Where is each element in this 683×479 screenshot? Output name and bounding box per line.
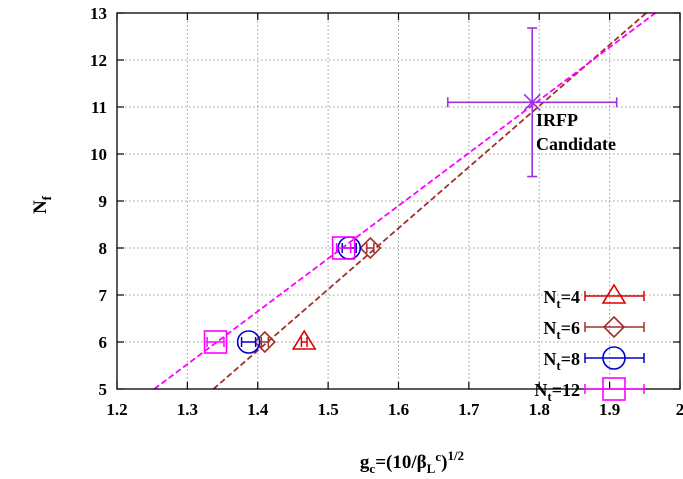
legend-marker-diamond xyxy=(602,315,626,339)
grid xyxy=(117,13,680,389)
data-point-diamond xyxy=(253,330,276,354)
legend-label: Nt=4 xyxy=(543,287,580,311)
irfp-candidate xyxy=(446,27,618,178)
x-tick-label: 1.3 xyxy=(177,400,198,419)
y-tick-label: 13 xyxy=(90,4,107,23)
legend-label: Nt=8 xyxy=(543,349,580,373)
legend: Nt=4 Nt=6 Nt=8 Nt=12 xyxy=(534,283,645,404)
legend-marker-square xyxy=(602,377,626,401)
ticks: 1.2 1.3 1.4 1.5 1.6 1.7 1.8 1.9 2 5 6 7 8 9 10 11 12 13 xyxy=(90,4,683,419)
legend-marker-triangle xyxy=(601,283,627,304)
x-tick-label: 1.4 xyxy=(247,400,269,419)
y-tick-label: 6 xyxy=(99,333,108,352)
fit-line xyxy=(212,13,647,389)
candidate-label-line2: Candidate xyxy=(536,134,616,154)
x-tick-label: 1.9 xyxy=(599,400,620,419)
x-tick-label: 1.7 xyxy=(458,400,480,419)
y-tick-label: 8 xyxy=(99,239,108,258)
y-tick-label: 7 xyxy=(99,286,108,305)
x-tick-label: 1.2 xyxy=(106,400,127,419)
fit-line xyxy=(153,13,656,389)
y-tick-label: 9 xyxy=(99,192,108,211)
data-point-diamond xyxy=(359,236,382,260)
x-tick-label: 1.5 xyxy=(318,400,339,419)
x-axis-label: gc=(10/βLc)1/2 xyxy=(360,448,464,476)
x-tick-label: 1.8 xyxy=(529,400,550,419)
candidate-label-line1: IRFP xyxy=(536,110,578,130)
candidate-point xyxy=(523,93,541,111)
x-tick-label: 1.6 xyxy=(388,400,409,419)
y-tick-label: 5 xyxy=(99,380,108,399)
y-axis-label: Nf xyxy=(30,195,54,214)
y-tick-label: 12 xyxy=(90,51,107,70)
y-tick-label: 11 xyxy=(91,98,107,117)
legend-label: Nt=12 xyxy=(534,380,580,404)
legend-marker-circle xyxy=(602,346,626,370)
x-tick-label: 2 xyxy=(676,400,683,419)
data-point-circle xyxy=(236,330,261,354)
data-point-triangle xyxy=(291,329,317,350)
data-series xyxy=(203,236,382,354)
data-point-square xyxy=(203,330,228,354)
data-point-square xyxy=(331,236,356,260)
legend-label: Nt=6 xyxy=(543,318,580,342)
y-tick-label: 10 xyxy=(90,145,107,164)
fit-lines xyxy=(153,13,656,389)
